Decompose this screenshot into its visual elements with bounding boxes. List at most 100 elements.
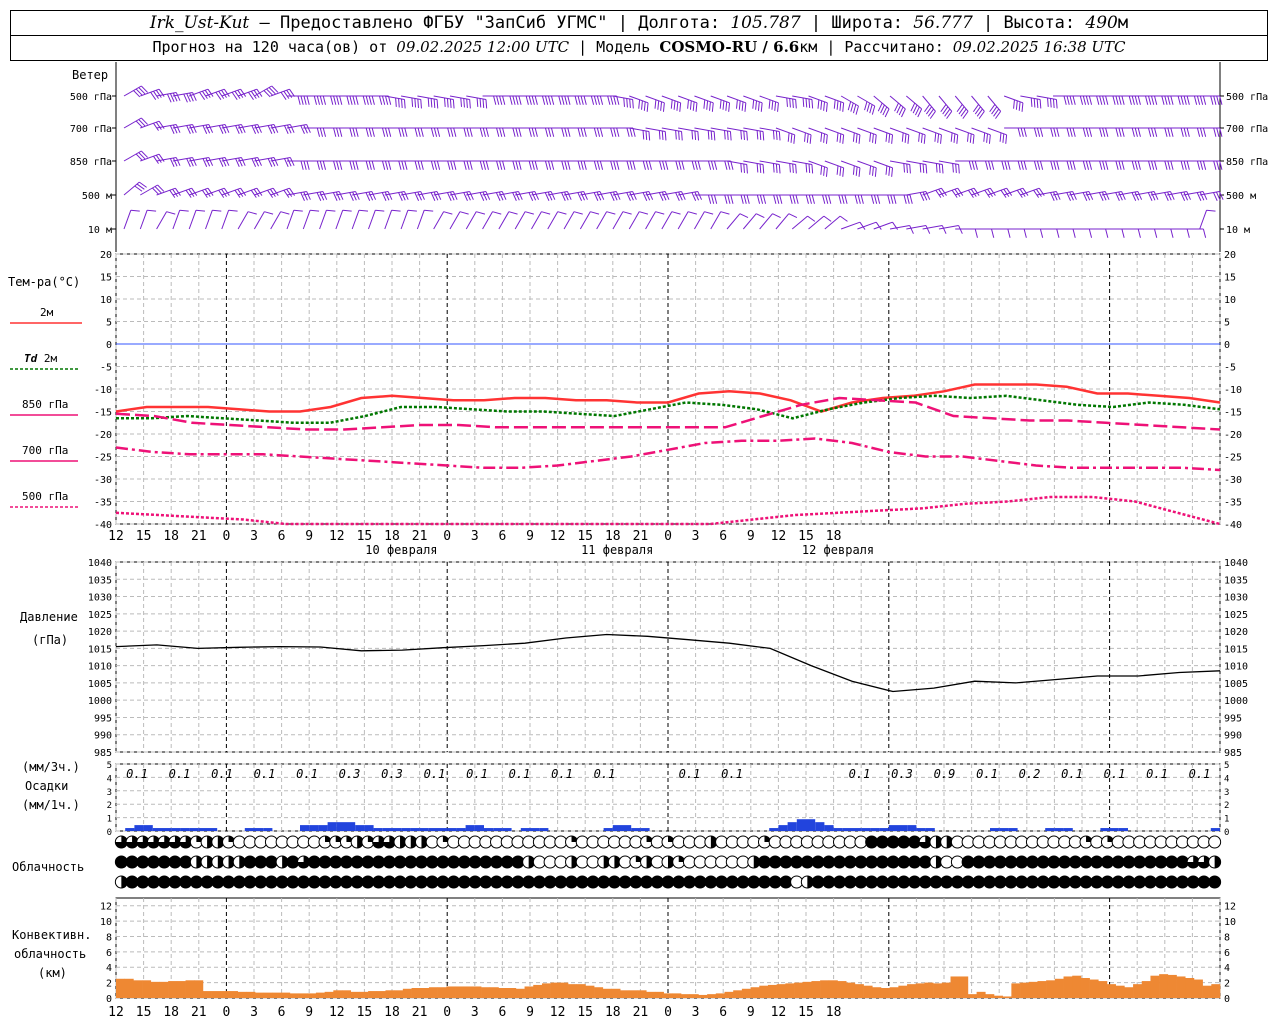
wind-barb bbox=[352, 160, 375, 170]
wind-barb bbox=[172, 92, 197, 103]
wind-barb-feather bbox=[459, 211, 469, 215]
wind-barb bbox=[1085, 228, 1109, 238]
wind-barb bbox=[286, 209, 303, 230]
cloud-circle bbox=[650, 835, 664, 849]
wind-barb bbox=[205, 88, 230, 100]
wind-barb-feather bbox=[284, 125, 289, 134]
precip-bar bbox=[198, 828, 208, 831]
wind-barb-feather bbox=[1072, 127, 1076, 137]
wind-barb-feather bbox=[1216, 160, 1220, 170]
wind-barb-feather bbox=[387, 95, 392, 105]
conv-bar bbox=[463, 986, 473, 998]
wind-barb-feather bbox=[681, 160, 685, 170]
cloud-symbol bbox=[404, 835, 418, 849]
wind-barb-feather bbox=[956, 104, 963, 113]
wind-barb bbox=[254, 187, 279, 198]
wind-barb-feather bbox=[1218, 191, 1224, 200]
conv-label-1: Конвективн. bbox=[12, 928, 92, 942]
wind-barb bbox=[237, 187, 263, 198]
cloud-circle bbox=[618, 835, 632, 849]
wind-barb-feather bbox=[1072, 95, 1076, 105]
wind-barb bbox=[678, 160, 701, 170]
wind-barb-feather bbox=[852, 165, 855, 175]
wind-barb-shaft bbox=[612, 191, 633, 196]
conv-bar bbox=[124, 978, 134, 998]
cloud-symbol bbox=[1100, 835, 1114, 849]
wind-barb bbox=[1004, 160, 1027, 170]
cloud-fill-part bbox=[115, 836, 128, 849]
wind-barb-feather bbox=[986, 133, 988, 143]
wind-barb-feather bbox=[512, 127, 516, 137]
cloud-fill-part bbox=[646, 856, 653, 868]
wind-barb-shaft bbox=[775, 127, 795, 136]
cloud-symbol bbox=[918, 855, 932, 869]
temp-ytick-right: -15 bbox=[1224, 408, 1242, 419]
wind-barb-feather bbox=[809, 134, 812, 144]
wind-barb bbox=[857, 95, 876, 115]
cloud-symbol bbox=[565, 875, 579, 889]
precip-ytick-left: 0 bbox=[107, 828, 112, 838]
wind-barb bbox=[1020, 127, 1044, 137]
wind-barb bbox=[547, 160, 571, 170]
wind-barb-feather bbox=[485, 160, 489, 170]
wind-barb-feather bbox=[263, 90, 271, 98]
conv-bar bbox=[785, 983, 795, 998]
wind-barb bbox=[1101, 228, 1125, 238]
precip-bar bbox=[493, 828, 503, 831]
cloud-symbol bbox=[1047, 855, 1061, 869]
wind-barb-feather bbox=[443, 211, 453, 215]
wind-barb-feather bbox=[192, 157, 197, 166]
cloud-fill-full bbox=[126, 876, 139, 888]
wind-barb bbox=[384, 95, 406, 109]
wind-barb-feather bbox=[762, 131, 765, 141]
conv-bar bbox=[1141, 981, 1151, 998]
wind-barb bbox=[547, 191, 572, 201]
precip-bar bbox=[990, 828, 1000, 831]
wind-barb bbox=[515, 160, 538, 170]
wind-barb bbox=[1036, 191, 1061, 201]
wind-barb-shaft bbox=[319, 210, 327, 230]
cloud-fill-full bbox=[265, 876, 278, 888]
conv-bar bbox=[142, 980, 152, 998]
cloud-symbol bbox=[436, 875, 450, 889]
conv-bar bbox=[472, 986, 482, 998]
wind-barb-feather bbox=[893, 194, 897, 204]
wind-barb bbox=[1053, 228, 1076, 238]
wind-barb-feather bbox=[1004, 160, 1008, 170]
wind-barb-feather bbox=[912, 104, 918, 114]
cloud-symbol bbox=[854, 875, 868, 889]
wind-barb-feather bbox=[882, 106, 888, 116]
cloud-symbol bbox=[447, 875, 461, 889]
wind-barb bbox=[140, 88, 165, 100]
cloud-symbol bbox=[286, 835, 300, 849]
wind-barb bbox=[661, 95, 682, 112]
conv-bar bbox=[950, 976, 960, 998]
wind-barb-feather bbox=[760, 102, 763, 112]
wind-barb bbox=[335, 160, 359, 170]
wind-barb-feather bbox=[629, 191, 634, 201]
wind-barb-feather bbox=[828, 194, 832, 204]
wind-barb-feather bbox=[779, 194, 783, 204]
wind-barb bbox=[1183, 191, 1208, 201]
wind-barb-shaft bbox=[938, 225, 959, 230]
wind-barb-feather bbox=[1167, 160, 1171, 170]
wind-barb-shaft bbox=[824, 215, 841, 230]
wind-barb-shaft bbox=[938, 95, 953, 112]
wind-barb-feather bbox=[645, 160, 649, 170]
wind-barb bbox=[743, 194, 767, 204]
wind-barb-feather bbox=[502, 127, 506, 137]
wind-barb bbox=[873, 127, 894, 144]
conv-bar bbox=[907, 984, 917, 998]
wind-barb-feather bbox=[1196, 127, 1201, 137]
wind-barb-feather bbox=[859, 221, 866, 230]
wind-barb-feather bbox=[678, 160, 682, 170]
wind-barb bbox=[1069, 95, 1093, 105]
wind-barb-feather bbox=[192, 92, 197, 101]
conv-label-2: облачность bbox=[14, 947, 87, 961]
wind-barb bbox=[482, 211, 502, 230]
precip-bar bbox=[520, 828, 530, 831]
wind-barb-shaft bbox=[172, 210, 181, 230]
wind-barb bbox=[254, 85, 279, 98]
wind-barb-feather bbox=[417, 98, 420, 108]
wind-barb-feather bbox=[189, 124, 194, 134]
